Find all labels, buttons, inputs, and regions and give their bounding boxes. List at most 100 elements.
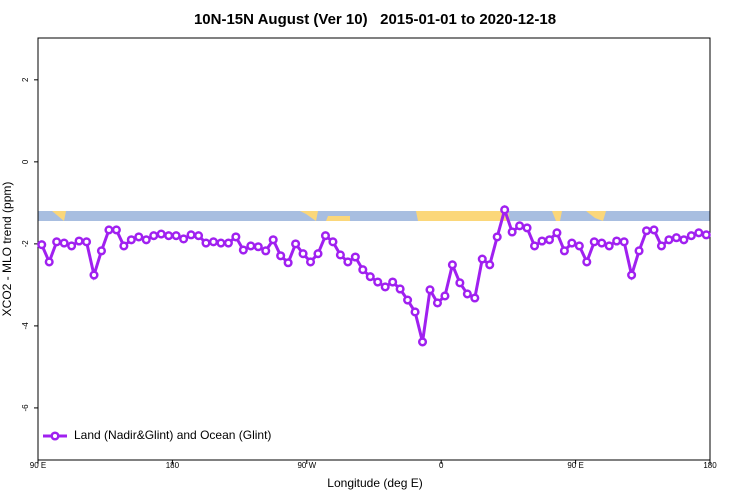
data-point xyxy=(350,252,360,262)
data-point xyxy=(193,231,204,241)
band-land xyxy=(300,211,318,221)
data-point xyxy=(89,270,99,280)
data-point xyxy=(627,270,637,280)
data-point xyxy=(81,237,92,247)
data-point xyxy=(529,241,540,251)
data-point xyxy=(291,239,301,249)
data-point xyxy=(216,238,226,248)
data-point xyxy=(589,237,599,247)
data-point xyxy=(328,237,338,247)
y-tick-label: 2 xyxy=(21,77,30,82)
plot-frame xyxy=(37,37,711,461)
data-point xyxy=(67,241,77,251)
data-point xyxy=(134,232,144,242)
data-point xyxy=(246,241,256,251)
data-point xyxy=(231,232,241,242)
data-point xyxy=(686,231,696,241)
band-land xyxy=(552,211,562,221)
data-point xyxy=(462,289,472,299)
legend-label: Land (Nadir&Glint) and Ocean (Glint) xyxy=(74,428,271,442)
x-tick-label: 180 xyxy=(703,461,717,470)
data-point xyxy=(612,236,622,246)
data-point xyxy=(44,257,54,267)
data-point xyxy=(201,238,211,248)
data-point xyxy=(447,260,457,270)
data-point xyxy=(171,231,181,241)
data-point xyxy=(455,278,465,288)
data-point xyxy=(641,226,652,236)
data-point xyxy=(485,260,495,270)
data-point xyxy=(597,238,607,248)
data-point xyxy=(425,285,435,295)
data-point xyxy=(59,238,69,248)
data-point xyxy=(701,230,711,240)
data-point xyxy=(208,237,219,247)
data-point xyxy=(179,234,189,244)
data-point xyxy=(343,257,353,267)
data-point xyxy=(515,221,525,231)
data-point xyxy=(104,225,114,235)
data-point xyxy=(320,231,331,241)
x-tick-label: 90 E xyxy=(567,461,583,470)
data-point xyxy=(164,231,174,241)
data-point xyxy=(373,277,383,287)
data-point xyxy=(522,223,532,233)
data-point xyxy=(276,251,286,261)
band-ocean xyxy=(38,211,710,221)
data-point xyxy=(358,265,368,275)
x-axis-label: Longitude (deg E) xyxy=(327,476,422,490)
data-point xyxy=(507,227,517,237)
data-point xyxy=(664,235,674,245)
data-point xyxy=(492,232,502,242)
data-point xyxy=(119,241,129,251)
data-point xyxy=(126,235,136,245)
data-point xyxy=(365,272,375,282)
y-axis-label: XCO2 - MLO trend (ppm) xyxy=(0,182,14,317)
data-point xyxy=(298,249,308,259)
data-point xyxy=(186,230,196,240)
data-point xyxy=(111,225,121,235)
band-land xyxy=(52,211,66,221)
data-point xyxy=(634,246,644,256)
data-point xyxy=(470,293,480,303)
data-point xyxy=(410,307,420,317)
data-point xyxy=(567,238,577,248)
data-point xyxy=(649,225,659,235)
data-point xyxy=(552,228,562,238)
data-point xyxy=(559,246,569,256)
data-point xyxy=(477,254,487,264)
data-point xyxy=(261,246,271,256)
y-tick-label: 0 xyxy=(21,159,30,164)
y-tick-label: -6 xyxy=(21,404,30,412)
data-point xyxy=(574,241,584,251)
land-mask-band xyxy=(38,211,710,221)
data-point xyxy=(544,235,555,245)
data-point xyxy=(656,241,667,251)
legend-marker xyxy=(50,431,60,441)
x-tick-label: 90 E xyxy=(30,461,46,470)
data-point xyxy=(149,231,159,241)
data-point xyxy=(432,298,443,308)
data-point xyxy=(388,277,398,287)
band-land xyxy=(586,211,606,221)
y-tick-label: -4 xyxy=(21,322,30,330)
band-land xyxy=(416,211,510,221)
x-tick-label: 180 xyxy=(166,461,180,470)
data-point xyxy=(671,233,681,243)
data-point xyxy=(74,236,84,246)
data-point xyxy=(679,235,689,245)
data-point xyxy=(268,235,278,245)
data-point xyxy=(141,235,151,245)
data-point xyxy=(500,205,510,215)
y-tick-label: -2 xyxy=(21,240,30,248)
data-point xyxy=(156,229,166,239)
data-point xyxy=(223,238,233,248)
data-point xyxy=(305,257,316,267)
data-point xyxy=(335,250,345,260)
data-point xyxy=(440,291,450,301)
data-point xyxy=(582,257,592,267)
band-land xyxy=(326,216,350,221)
data-point xyxy=(619,237,629,247)
data-point xyxy=(537,236,547,246)
